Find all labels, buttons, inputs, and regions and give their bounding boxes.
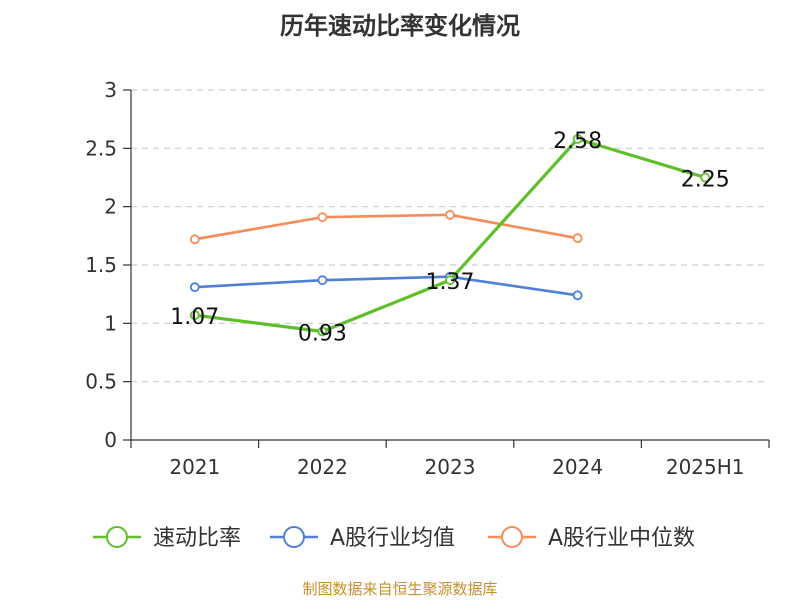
data-point bbox=[700, 172, 711, 183]
legend-marker bbox=[501, 526, 523, 548]
x-tick-label: 2022 bbox=[297, 455, 348, 479]
y-tick-label: 2 bbox=[104, 195, 117, 219]
data-point bbox=[445, 275, 455, 286]
legend-label: 速动比率 bbox=[153, 526, 241, 551]
data-point bbox=[445, 209, 455, 220]
data-label: 2.25 bbox=[681, 168, 730, 193]
y-tick-label: 2.5 bbox=[85, 136, 117, 160]
legend-label: A股行业中位数 bbox=[548, 526, 695, 551]
data-label: 1.37 bbox=[426, 270, 475, 295]
legend-marker bbox=[283, 526, 305, 548]
data-point bbox=[572, 233, 583, 244]
series-line bbox=[193, 275, 579, 297]
data-point bbox=[317, 326, 328, 337]
data-point bbox=[572, 290, 583, 301]
x-tick-label: 2025H1 bbox=[666, 455, 745, 479]
y-tick-label: 0.5 bbox=[85, 370, 117, 394]
data-source-note: 制图数据来自恒生聚源数据库 bbox=[302, 580, 498, 598]
data-point bbox=[189, 310, 200, 321]
data-label: 1.07 bbox=[170, 305, 219, 330]
y-tick-label: 0 bbox=[104, 428, 117, 452]
chart-title: 历年速动比率变化情况 bbox=[280, 12, 520, 40]
data-label: 0.93 bbox=[298, 322, 347, 347]
x-tick-label: 2021 bbox=[169, 455, 220, 479]
data-point bbox=[189, 234, 200, 245]
series-line bbox=[193, 213, 579, 241]
series-line bbox=[193, 137, 707, 334]
y-tick-label: 1.5 bbox=[85, 253, 117, 277]
legend-label: A股行业均值 bbox=[330, 526, 455, 551]
data-point bbox=[572, 134, 583, 144]
legend-marker bbox=[106, 526, 128, 548]
x-tick-label: 2023 bbox=[425, 455, 476, 479]
data-point bbox=[189, 282, 200, 293]
data-label: 2.58 bbox=[553, 129, 602, 154]
data-point bbox=[317, 275, 328, 286]
data-point bbox=[317, 212, 328, 223]
x-tick-label: 2024 bbox=[552, 455, 603, 479]
y-tick-label: 1 bbox=[104, 311, 117, 335]
y-tick-label: 3 bbox=[104, 78, 117, 102]
